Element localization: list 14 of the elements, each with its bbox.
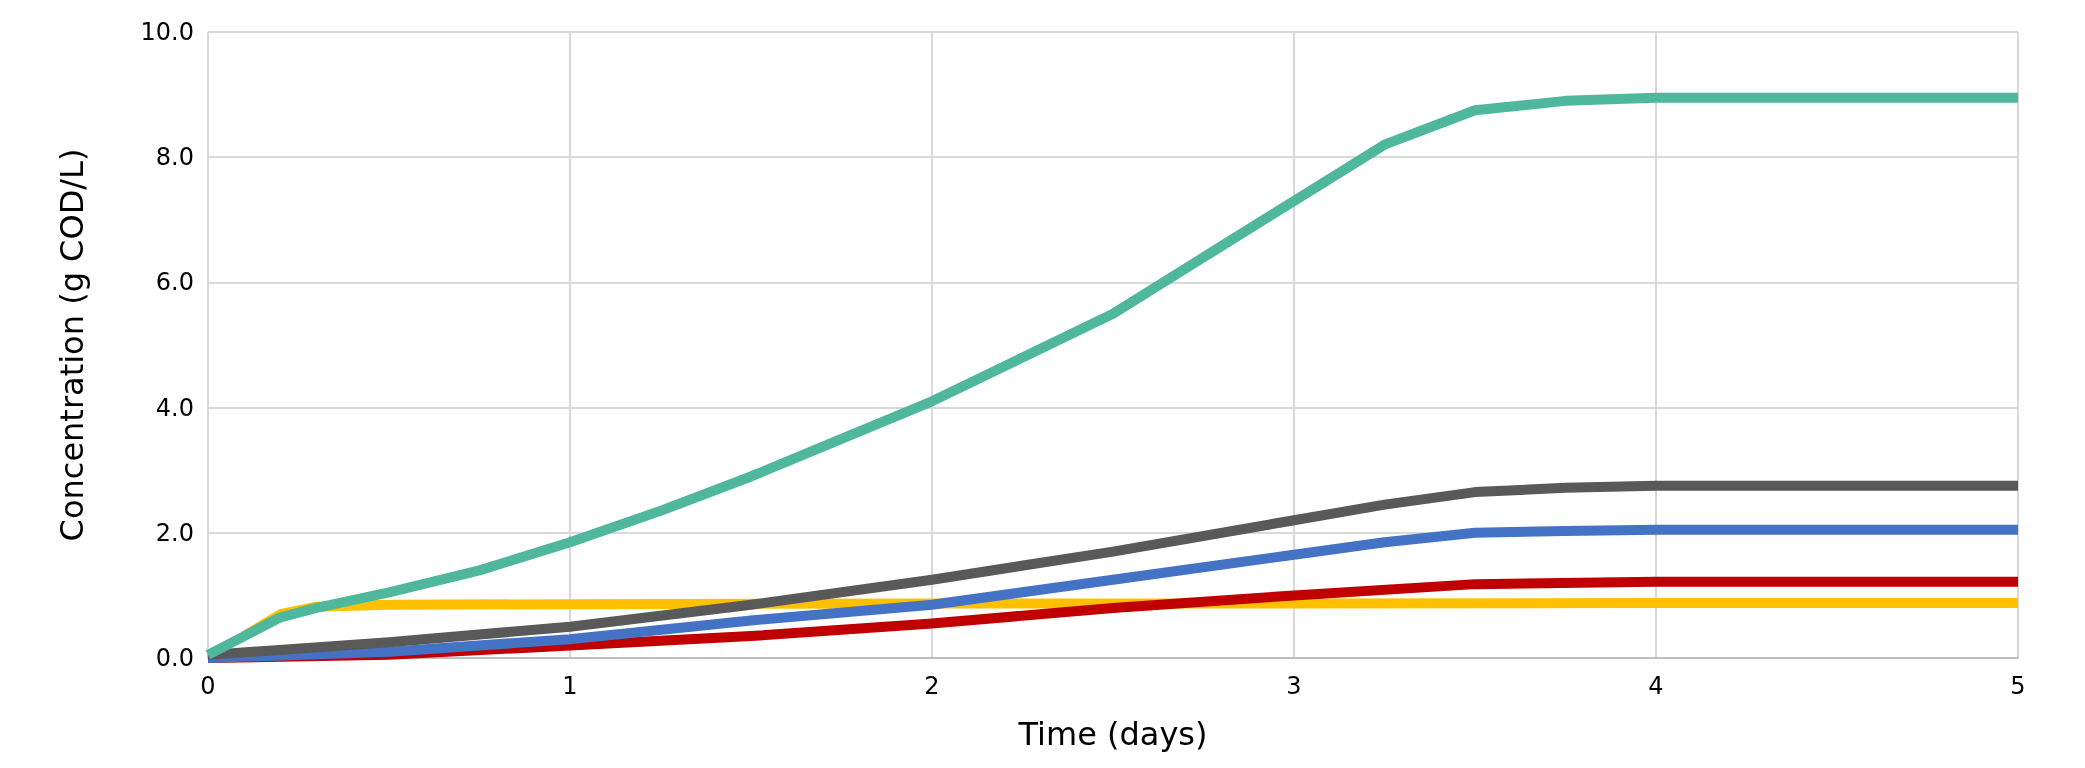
- x-axis-title: Time (days): [1017, 715, 1208, 753]
- x-tick-label: 1: [562, 672, 578, 700]
- y-tick-label: 4.0: [155, 393, 194, 422]
- x-tick-label: 0: [200, 672, 216, 700]
- y-axis-title: Concentration (g COD/L): [53, 148, 91, 542]
- x-tick-label: 2: [924, 672, 940, 700]
- y-tick-label: 8.0: [155, 143, 194, 172]
- y-tick-label: 10.0: [140, 18, 194, 46]
- y-tick-label: 2.0: [155, 518, 194, 547]
- x-tick-label: 4: [1648, 672, 1664, 700]
- x-tick-label: 5: [2010, 672, 2026, 700]
- x-tick-label: 3: [1286, 672, 1302, 700]
- y-tick-label: 0.0: [155, 644, 194, 672]
- y-tick-label: 6.0: [155, 268, 194, 297]
